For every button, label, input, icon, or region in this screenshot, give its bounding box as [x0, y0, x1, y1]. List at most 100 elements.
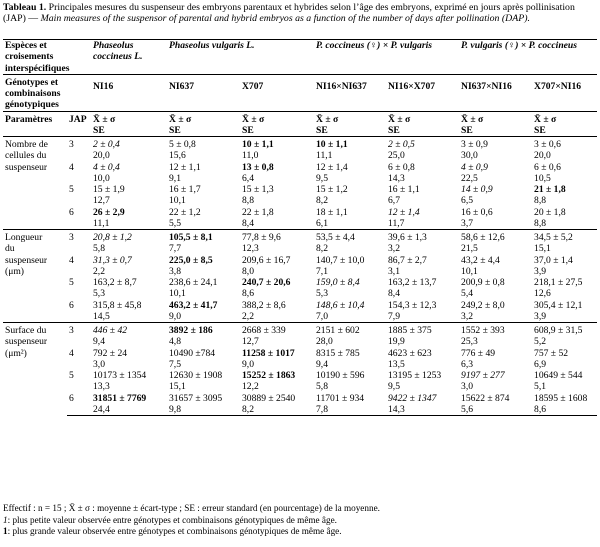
standard-error: 5,5 — [169, 217, 181, 229]
table-row: Surface du suspenseur (μm²) 3 446 ± 42 9,4 389… — [3, 322, 598, 416]
standard-error: 13,5 — [388, 358, 405, 370]
data-table: Espèces et croisements interspécifiques Ph… — [3, 39, 598, 416]
standard-error: 8,6 — [242, 288, 254, 300]
value-cell: 446 ± 42 9,4 — [91, 322, 167, 348]
value-cell: 15 ± 1,2 8,2 — [314, 184, 386, 207]
header-row-parameters: Paramètres JAP X̄ ± σ SE X̄ ± σ SE X̄ ± σ SE X… — [3, 110, 598, 137]
mean-sd: 26 ± 2,9 — [93, 206, 125, 218]
value-cell: 608,9 ± 31,5 5,2 — [532, 322, 598, 348]
stat-header-cell: X̄ ± σ SE — [314, 110, 386, 137]
value-cell: 315,8 ± 45,8 14,5 — [91, 300, 167, 323]
value-cell: 53,5 ± 4,4 8,2 — [314, 229, 386, 255]
value-cell: 388,2 ± 8,6 2,2 — [240, 300, 314, 323]
stat-header-cell: X̄ ± σ SE — [91, 110, 167, 137]
mean-sd: 388,2 ± 8,6 — [242, 299, 286, 311]
mean-sd: 240,7 ± 20,6 — [242, 277, 291, 288]
standard-error: 3,2 — [388, 243, 400, 255]
mean-sd: 4 ± 0,9 — [461, 161, 488, 173]
jap-cell: 4 — [69, 347, 74, 359]
mean-sd: 3 ± 0,9 — [461, 139, 488, 150]
species-label: Espèces et croisements interspécifiques — [3, 39, 91, 75]
standard-error: 6,4 — [242, 172, 254, 184]
standard-error: 12,3 — [242, 243, 259, 255]
standard-error: 5,1 — [534, 381, 547, 393]
jap-cell: 5 — [69, 370, 74, 381]
value-cell: 148,6 ± 10,4 7,0 — [314, 300, 386, 323]
value-cell: 2 ± 0,5 25,0 — [386, 136, 460, 162]
mean-sd: 34,5 ± 5,2 — [534, 232, 573, 243]
standard-error: 3,9 — [534, 310, 547, 322]
standard-error: 8,8 — [534, 217, 547, 229]
standard-error: 14,5 — [93, 310, 110, 322]
genotype-cell: X707 — [240, 73, 314, 111]
standard-error: 3,2 — [461, 310, 474, 322]
value-cell: 15252 ± 1863 12,2 — [240, 370, 314, 393]
mean-sd: 9422 ± 1347 — [388, 392, 437, 404]
value-cell: 11258 ± 1017 9,0 — [240, 348, 314, 371]
mean-sd: 14 ± 0,9 — [461, 184, 493, 195]
value-cell: 20,8 ± 1,2 5,8 — [91, 229, 167, 255]
standard-error: 3,9 — [534, 265, 547, 277]
jap-cell: 3 — [67, 229, 91, 255]
mean-sd: 2 ± 0,4 — [93, 139, 120, 150]
mean-sd: 12630 ± 1908 — [169, 370, 223, 381]
mean-sd: 15 ± 1,9 — [93, 184, 125, 195]
value-cell: 9422 ± 1347 14,3 — [386, 392, 460, 416]
mean-sd: 218,1 ± 27,5 — [534, 277, 583, 288]
mean-sd: 776 ± 49 — [461, 347, 496, 359]
mean-sd: 4623 ± 623 — [388, 347, 432, 359]
value-cell: 4 ± 0,9 22,5 — [459, 162, 532, 185]
standard-error: 12,7 — [93, 195, 110, 207]
standard-error: 3,0 — [461, 381, 474, 393]
value-cell: 2 ± 0,4 20,0 — [91, 136, 167, 162]
standard-error: 2,2 — [93, 265, 105, 277]
mean-sd: 4 ± 0,4 — [93, 161, 120, 173]
standard-error: 6,1 — [316, 217, 328, 229]
value-cell: 757 ± 52 6,9 — [532, 348, 597, 371]
standard-error: 12,6 — [534, 288, 551, 300]
standard-error: 6,3 — [461, 358, 474, 370]
standard-error: 30,0 — [461, 150, 478, 162]
standard-error: 13,3 — [93, 381, 110, 393]
standard-error: 8,2 — [316, 195, 328, 207]
mean-sd: 37,0 ± 1,4 — [534, 254, 573, 266]
mean-sd: 77,8 ± 9,6 — [242, 232, 281, 243]
standard-error: 7,9 — [388, 310, 400, 322]
standard-error: 8,4 — [388, 288, 400, 300]
mean-sd: 31657 ± 3095 — [169, 392, 223, 404]
value-cell: 6 ± 0,6 10,5 — [532, 162, 597, 185]
value-cell: 163,2 ± 13,7 8,4 — [386, 277, 459, 300]
standard-error: 8,2 — [316, 243, 328, 255]
value-cell: 16 ± 1,7 10,1 — [167, 184, 240, 207]
standard-error: 10,1 — [461, 265, 478, 277]
standard-error: 5,3 — [316, 288, 328, 300]
mean-sd: 15 ± 1,3 — [242, 184, 274, 195]
table-row: 4 31,3 ± 0,7 2,2 225,0 ± 8,5 3,8 209,6 ± 16,7… — [3, 255, 597, 278]
mean-sd: 12 ± 1,4 — [316, 161, 348, 173]
value-cell: 8315 ± 785 9,4 — [314, 348, 386, 371]
standard-error: 9,1 — [169, 172, 181, 184]
standard-error: 3,1 — [388, 265, 400, 277]
mean-sd: 315,8 ± 45,8 — [93, 299, 142, 311]
stat-header-cell: X̄ ± σ SE — [167, 110, 240, 137]
mean-sd: 20,8 ± 1,2 — [93, 232, 132, 243]
value-cell: 9197 ± 277 3,0 — [459, 370, 532, 393]
mean-sd: 30889 ± 2540 — [242, 392, 296, 404]
mean-sd: 31,3 ± 0,7 — [93, 254, 132, 266]
note-abbreviations: Effectif : n = 15 ; X̄ ± σ : moyenne ± é… — [3, 503, 380, 513]
mean-sd: 3 ± 0,6 — [534, 139, 561, 150]
value-cell: 14 ± 0,9 6,5 — [459, 184, 532, 207]
standard-error: 6,9 — [534, 358, 547, 370]
mean-sd: 305,4 ± 12,1 — [534, 299, 583, 311]
caption-label: Tableau 1. — [3, 2, 47, 13]
standard-error: 8,4 — [242, 217, 254, 229]
value-cell: 12630 ± 1908 15,1 — [167, 370, 240, 393]
standard-error: 5,4 — [461, 288, 474, 300]
standard-error: 20,0 — [534, 150, 551, 162]
parameter-name: Surface du suspenseur (μm²) — [3, 322, 67, 416]
value-cell: 209,6 ± 16,7 8,0 — [240, 255, 314, 278]
mean-sd: 10 ± 1,1 — [242, 139, 274, 150]
value-cell: 20 ± 1,8 8,8 — [532, 207, 597, 230]
value-cell: 16 ± 0,6 3,7 — [459, 207, 532, 230]
